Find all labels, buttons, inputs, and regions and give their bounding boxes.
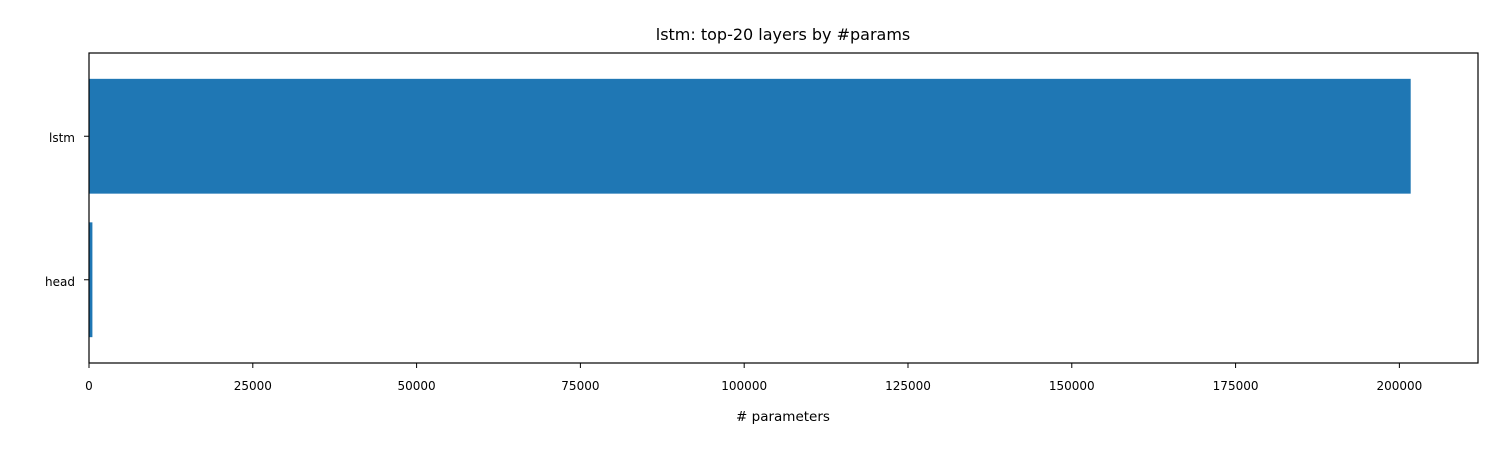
x-tick-label: 50000 xyxy=(398,379,436,393)
x-tick-label: 125000 xyxy=(885,379,931,393)
y-tick-label: lstm xyxy=(49,131,75,145)
bars-group xyxy=(89,78,1411,338)
chart-title: lstm: top-20 layers by #params xyxy=(656,25,911,44)
bar-lstm xyxy=(89,78,1411,194)
plot-frame xyxy=(88,52,1479,364)
x-tick-label: 25000 xyxy=(234,379,272,393)
x-ticks-group: 0 25000 50000 75000 100000 125000 150000 175000… xyxy=(85,363,1422,393)
x-axis-label: # parameters xyxy=(736,409,830,425)
bar-head xyxy=(89,222,93,338)
x-tick-label: 150000 xyxy=(1049,379,1095,393)
x-tick-label: 175000 xyxy=(1213,379,1259,393)
y-tick-label: head xyxy=(45,275,75,289)
x-tick-label: 75000 xyxy=(561,379,599,393)
x-tick-label: 100000 xyxy=(721,379,767,393)
y-ticks-group: lstm head xyxy=(45,131,89,289)
x-tick-label: 0 xyxy=(85,379,93,393)
x-tick-label: 200000 xyxy=(1376,379,1422,393)
